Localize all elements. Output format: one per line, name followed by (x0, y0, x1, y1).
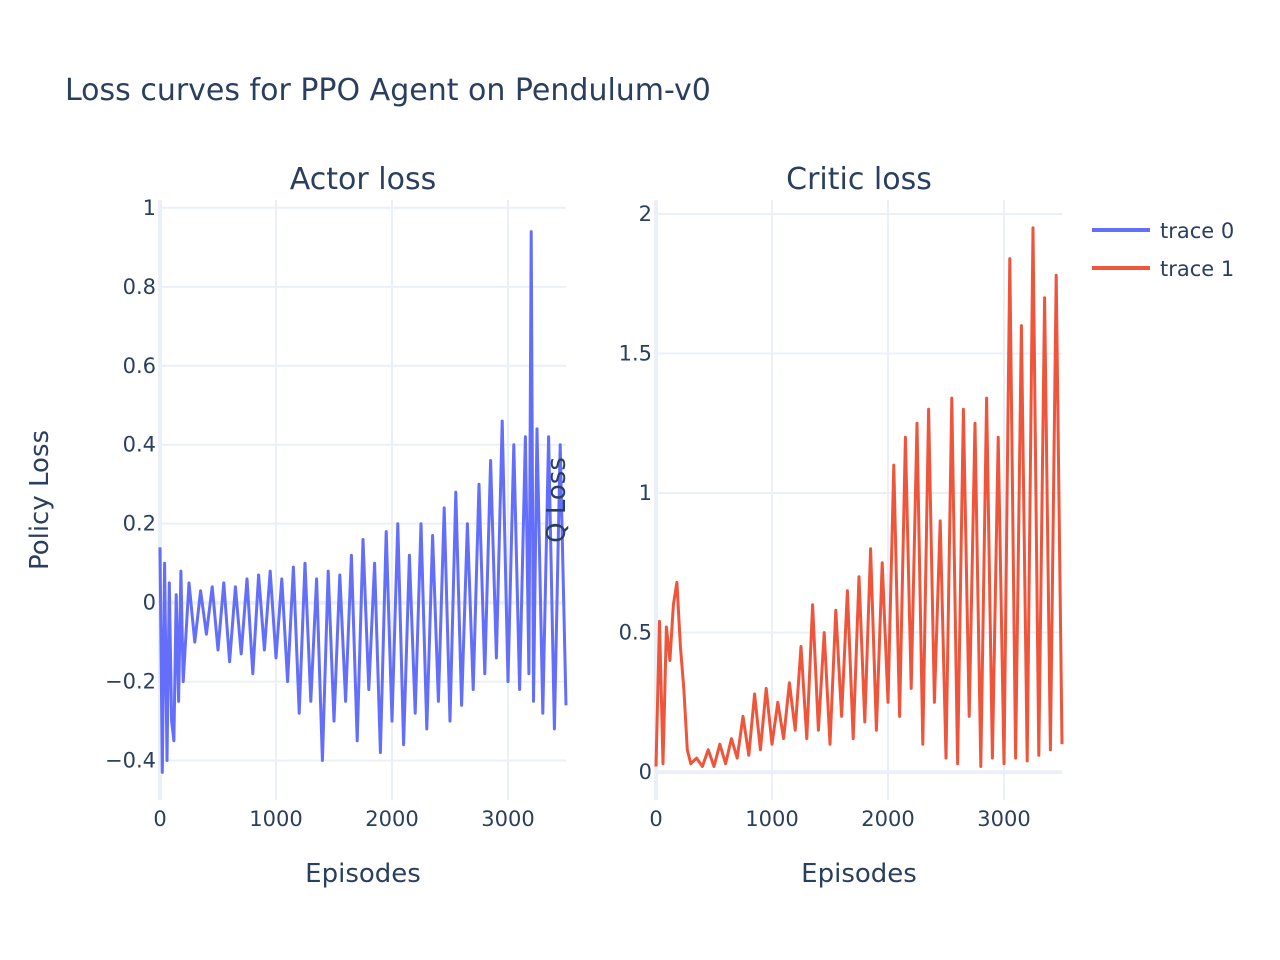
critic-y-tick-label: 1 (639, 481, 652, 505)
actor-y-tick-label: 0.8 (123, 275, 156, 299)
actor-series-line (158, 230, 568, 774)
actor-x-axis-title: Episodes (305, 859, 421, 889)
figure-title: Loss curves for PPO Agent on Pendulum-v0 (65, 73, 711, 108)
actor-x-tick-label: 1000 (249, 807, 302, 831)
critic-subplot-title: Critic loss (786, 162, 932, 197)
actor-y-tick-label: 0.6 (123, 354, 156, 378)
legend: trace 0 trace 1 (1092, 219, 1234, 281)
critic-x-tick-label: 0 (649, 807, 662, 831)
critic-loss-chart: 0 1000 2000 3000 0 0.5 1 1.5 2 Critic loss Episode… (542, 162, 1064, 889)
actor-y-tick-label: 0 (143, 591, 156, 615)
legend-label: trace 1 (1160, 257, 1234, 281)
actor-subplot-title: Actor loss (290, 162, 436, 197)
actor-y-tick-label: −0.4 (105, 749, 156, 773)
actor-y-tick-label: 0.4 (123, 433, 156, 457)
actor-x-tick-label: 3000 (481, 807, 534, 831)
critic-y-tick-label: 2 (639, 202, 652, 226)
actor-x-tick-label: 2000 (365, 807, 418, 831)
critic-x-tick-label: 2000 (861, 807, 914, 831)
critic-x-axis-title: Episodes (801, 859, 917, 889)
critic-series-line (654, 226, 1064, 768)
legend-label: trace 0 (1160, 219, 1234, 243)
critic-x-tick-label: 3000 (977, 807, 1030, 831)
actor-y-tick-label: 0.2 (123, 512, 156, 536)
critic-y-tick-label: 0.5 (619, 621, 652, 645)
critic-y-tick-label: 0 (639, 760, 652, 784)
critic-y-tick-label: 1.5 (619, 341, 652, 365)
actor-y-axis-title: Policy Loss (25, 430, 55, 570)
actor-y-tick-label: −0.2 (105, 670, 156, 694)
actor-loss-chart: 0 1000 2000 3000 −0.4 −0.2 0 0.2 0.4 0.6 0.8 1 Actor… (25, 162, 568, 889)
actor-x-tick-label: 0 (153, 807, 166, 831)
actor-y-tick-label: 1 (143, 196, 156, 220)
critic-y-axis-title: Q Loss (542, 457, 572, 543)
critic-x-tick-label: 1000 (745, 807, 798, 831)
